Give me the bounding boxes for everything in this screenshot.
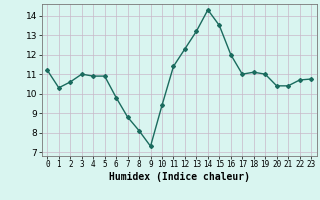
X-axis label: Humidex (Indice chaleur): Humidex (Indice chaleur) (109, 172, 250, 182)
